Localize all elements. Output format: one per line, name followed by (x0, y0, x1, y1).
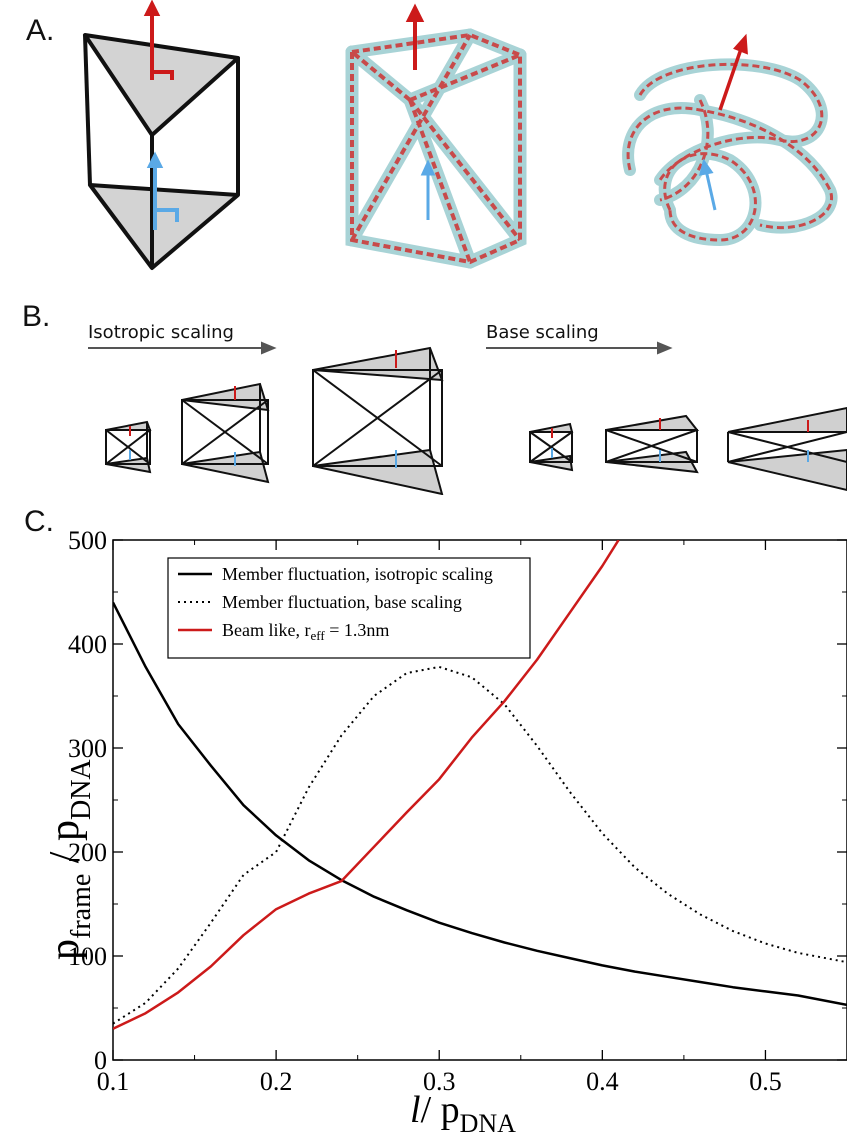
series-isotropic-line (113, 601, 847, 1007)
deformed-dna-model (622, 33, 838, 247)
isotropic-scaling-label: Isotropic scaling (88, 322, 234, 343)
x-tick-label: 0.2 (260, 1067, 293, 1096)
series-base-line (113, 665, 847, 1025)
y-tick-label: 0 (94, 1046, 107, 1075)
panel-c-chart: 0.1 0.2 0.3 0.4 0.5 0 100 200 300 400 500 Member fl… (42, 526, 847, 1138)
x-axis-label: l/ pDNA (410, 1089, 516, 1138)
dna-origami-prism-model (345, 3, 527, 269)
base-scaling-arrow (486, 341, 673, 355)
panel-c-label: C. (24, 505, 54, 538)
prism-schematic (83, 33, 240, 270)
panel-b-figure (88, 341, 847, 495)
prism-isotropic-small (105, 420, 152, 474)
legend-entry: Member fluctuation, isotropic scaling (222, 564, 493, 584)
x-tick-label: 0.4 (586, 1067, 619, 1096)
prism-isotropic-medium (181, 382, 270, 484)
prism-isotropic-large (312, 346, 444, 495)
x-tick-label: 0.5 (749, 1067, 782, 1096)
legend-entry: Beam like, reff = 1.3nm (222, 620, 389, 643)
prism-base-large (727, 406, 847, 492)
red-normal-arrow-top (143, 0, 174, 80)
x-tick-label: 0.3 (423, 1067, 456, 1096)
blue-normal-arrow-bottom (146, 151, 179, 230)
y-tick-label: 500 (68, 526, 107, 555)
y-tick-label: 400 (68, 630, 107, 659)
chart-legend: Member fluctuation, isotropic scaling Mem… (167, 557, 531, 659)
y-tick-label: 300 (68, 734, 107, 763)
y-tick-label: 100 (68, 942, 107, 971)
y-axis-label: pframe / pDNA (42, 759, 97, 960)
prism-base-small (529, 422, 574, 472)
x-tick-label: 0.1 (97, 1067, 130, 1096)
panel-a-figure (83, 0, 838, 270)
y-tick-label: 200 (68, 838, 107, 867)
panel-a-label: A. (26, 14, 55, 47)
panel-b-label: B. (22, 300, 51, 333)
isotropic-scaling-arrow (88, 341, 277, 355)
legend-entry: Member fluctuation, base scaling (222, 592, 462, 612)
prism-base-medium (605, 414, 700, 474)
base-scaling-label: Base scaling (486, 322, 599, 343)
series-beam-line (113, 540, 620, 1030)
